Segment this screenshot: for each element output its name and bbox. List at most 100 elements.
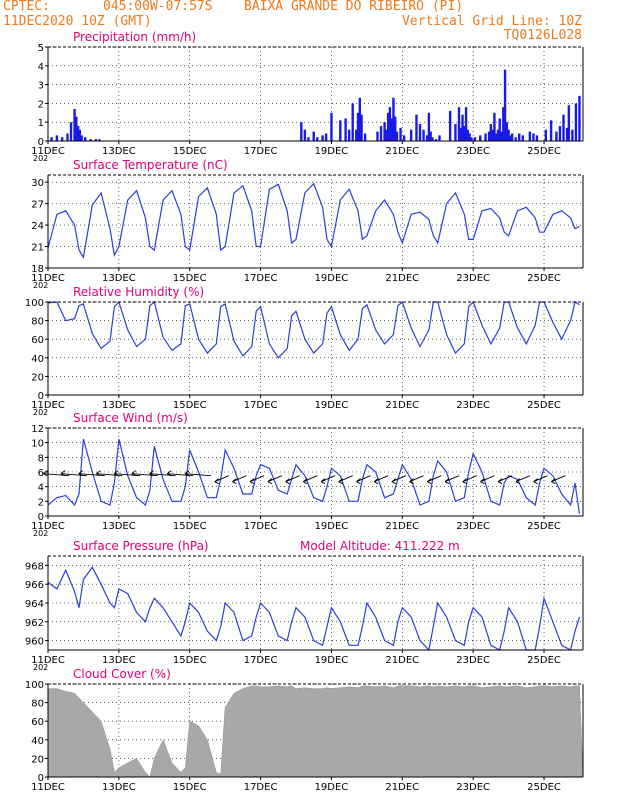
ytick-precip-1: 1 bbox=[38, 118, 44, 129]
precip-bar bbox=[330, 112, 333, 141]
precip-bar bbox=[415, 114, 418, 141]
wind-line bbox=[47, 438, 581, 514]
precip-bar bbox=[73, 109, 76, 141]
wind-arrow-head bbox=[462, 478, 467, 485]
xtick-pres-7: 25DEC bbox=[527, 655, 561, 666]
wind-arrow bbox=[551, 475, 566, 483]
precip-bar bbox=[303, 129, 307, 141]
ytick-cloud-2: 40 bbox=[31, 736, 44, 747]
precip-bar bbox=[505, 122, 509, 141]
precip-bar bbox=[493, 112, 496, 141]
xtick-precip-5: 21DEC bbox=[385, 146, 419, 157]
xtick-cloud-1: 13DEC bbox=[102, 782, 136, 793]
precip-bar bbox=[454, 124, 457, 141]
precip-bar bbox=[518, 133, 521, 141]
precip-bar bbox=[457, 107, 461, 141]
xtick-rh-3: 17DEC bbox=[244, 400, 278, 411]
wind-arrow-head bbox=[267, 478, 273, 485]
ytick-precip-4: 4 bbox=[38, 62, 44, 73]
precip-bar bbox=[388, 107, 392, 141]
xtick-pres-6: 23DEC bbox=[456, 655, 490, 666]
precip-bar bbox=[427, 112, 431, 141]
xtick-rh-5: 21DEC bbox=[385, 400, 419, 411]
ytick-wind-5: 10 bbox=[31, 439, 44, 450]
xtick-rh-6: 23DEC bbox=[456, 400, 490, 411]
wind-arrow-head bbox=[480, 478, 485, 485]
ytick-precip-0: 0 bbox=[38, 137, 44, 148]
precip-bar bbox=[498, 118, 501, 141]
ytick-temp-1: 21 bbox=[31, 243, 44, 254]
xtick-temp-4: 19DEC bbox=[315, 273, 349, 284]
rh-title: Relative Humidity (%) bbox=[73, 285, 204, 299]
header-source: CPTEC: bbox=[3, 0, 50, 14]
wind-arrow bbox=[391, 475, 407, 483]
precip-bar bbox=[300, 122, 303, 141]
precip-bar bbox=[507, 129, 510, 141]
xtick-cloud-4: 19DEC bbox=[315, 782, 349, 793]
ytick-rh-1: 20 bbox=[31, 372, 44, 383]
precip-bar bbox=[358, 97, 361, 141]
precip-bar bbox=[459, 127, 462, 141]
precip-bar bbox=[487, 131, 491, 141]
precip-bar bbox=[98, 139, 101, 141]
xtick-rh-1: 13DEC bbox=[102, 400, 136, 411]
ytick-pres-4: 968 bbox=[25, 561, 44, 572]
header-datetime: 11DEC2020 10Z (GMT) bbox=[3, 14, 152, 29]
precip-bar bbox=[418, 124, 422, 141]
wind-arrow-head bbox=[338, 478, 343, 485]
precip-bar bbox=[355, 129, 358, 141]
precip-bar bbox=[395, 131, 399, 141]
wind-arrow-head bbox=[78, 470, 83, 477]
precip-bar bbox=[356, 112, 360, 141]
precip-bar bbox=[324, 133, 328, 141]
ytick-pres-1: 962 bbox=[25, 618, 44, 629]
xtick-wind-2: 15DEC bbox=[173, 521, 207, 532]
precip-bar bbox=[321, 135, 324, 141]
wind-arrow-head bbox=[551, 478, 556, 485]
xtick-precip-0: 11DEC bbox=[31, 146, 65, 157]
precip-bar bbox=[360, 114, 363, 141]
wind-arrow-head bbox=[356, 478, 361, 485]
precip-bar bbox=[494, 133, 498, 141]
wind-arrow-head bbox=[166, 470, 172, 477]
precip-bar bbox=[434, 139, 438, 141]
ytick-pres-3: 966 bbox=[25, 580, 44, 591]
wind-arrow bbox=[320, 475, 336, 483]
xtick-pres-1: 13DEC bbox=[102, 655, 136, 666]
pres-line bbox=[47, 566, 581, 652]
wind-arrow-head bbox=[285, 478, 290, 485]
wind-arrow bbox=[267, 475, 283, 483]
xtick-precip-4: 19DEC bbox=[315, 146, 349, 157]
xsub-precip: 202 bbox=[33, 154, 48, 163]
wind-arrow-head bbox=[96, 470, 101, 477]
precip-bar bbox=[307, 137, 310, 141]
precip-bar bbox=[484, 133, 487, 141]
ytick-precip-3: 3 bbox=[38, 81, 44, 92]
xtick-temp-6: 23DEC bbox=[456, 273, 490, 284]
ytick-pres-0: 960 bbox=[25, 637, 44, 648]
wind-arrow-head bbox=[444, 478, 450, 485]
precip-bar bbox=[390, 118, 393, 141]
xtick-temp-5: 21DEC bbox=[385, 273, 419, 284]
precip-bar bbox=[496, 129, 500, 141]
ytick-temp-3: 27 bbox=[31, 200, 44, 211]
wind-arrow-head bbox=[232, 478, 237, 485]
precip-bar bbox=[78, 129, 82, 141]
precip-bar bbox=[555, 131, 558, 141]
precip-bar bbox=[312, 131, 315, 141]
precip-bar bbox=[55, 135, 59, 141]
precip-bar bbox=[509, 135, 512, 141]
ytick-rh-5: 100 bbox=[25, 298, 44, 309]
xtick-wind-6: 23DEC bbox=[456, 521, 490, 532]
wind-arrow bbox=[338, 475, 353, 483]
xsub-pres: 202 bbox=[33, 663, 48, 672]
xtick-rh-7: 25DEC bbox=[527, 400, 561, 411]
precip-bar bbox=[574, 103, 578, 141]
header-coords: 045:00W-07:57S bbox=[103, 0, 213, 14]
precip-bar bbox=[532, 133, 535, 141]
precip-bar bbox=[50, 137, 53, 141]
precip-bar bbox=[344, 118, 347, 141]
precip-bar bbox=[84, 137, 87, 141]
xsub-rh: 202 bbox=[33, 408, 48, 417]
